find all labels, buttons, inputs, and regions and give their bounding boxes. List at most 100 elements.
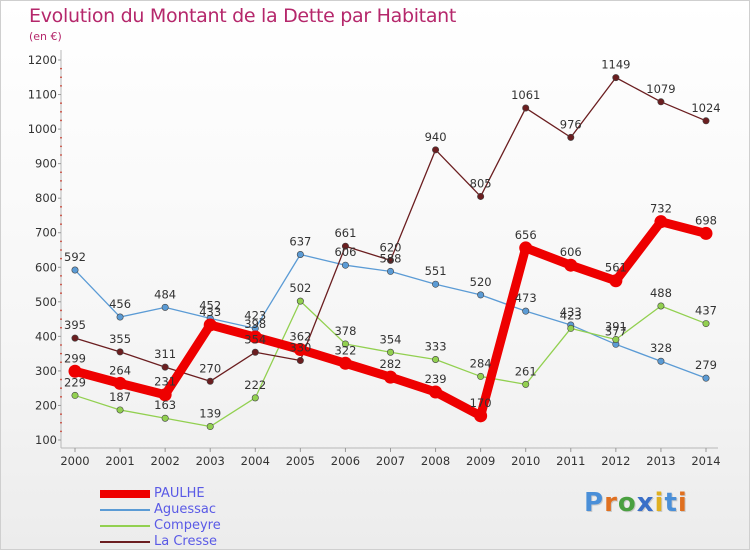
- data-point: [341, 261, 349, 269]
- data-point: [612, 335, 620, 343]
- data-label: 484: [154, 287, 176, 301]
- data-point: [702, 320, 710, 328]
- y-minor-tick: [60, 76, 62, 79]
- x-tick-label: 2014: [691, 454, 720, 468]
- y-minor-tick: [60, 102, 62, 105]
- legend-swatch: [100, 509, 150, 511]
- data-point: [341, 340, 349, 348]
- data-label: 452: [199, 298, 221, 312]
- legend-label: La Cresse: [154, 534, 218, 549]
- data-point: [522, 104, 530, 112]
- data-label: 299: [64, 351, 86, 365]
- data-point: [338, 356, 352, 370]
- data-label: 354: [380, 332, 402, 346]
- data-label: 330: [289, 341, 311, 355]
- data-label: 592: [64, 250, 86, 264]
- data-point: [657, 357, 665, 365]
- data-point: [519, 241, 533, 255]
- data-point: [657, 302, 665, 310]
- data-label: 423: [244, 308, 266, 322]
- data-point: [612, 74, 620, 82]
- data-label: 433: [560, 305, 582, 319]
- y-minor-tick: [60, 154, 62, 156]
- data-label: 488: [650, 286, 672, 300]
- y-minor-tick: [60, 67, 62, 70]
- y-minor-tick: [60, 430, 62, 433]
- x-tick-label: 2004: [241, 454, 270, 468]
- logo-letter: i: [677, 488, 688, 518]
- data-point: [609, 274, 623, 288]
- data-point: [567, 133, 575, 141]
- data-point: [432, 146, 440, 154]
- data-label: 279: [695, 358, 717, 372]
- y-minor-tick: [60, 326, 62, 329]
- data-point: [71, 266, 79, 274]
- data-label: 239: [425, 372, 447, 386]
- y-tick-label: 1000: [28, 122, 57, 136]
- chart-subtitle: (en €): [29, 30, 62, 43]
- data-point: [432, 280, 440, 288]
- data-point: [477, 192, 485, 200]
- data-label: 355: [109, 332, 131, 346]
- data-point: [251, 394, 259, 402]
- y-minor-tick: [60, 292, 62, 295]
- data-label: 354: [244, 332, 266, 346]
- x-tick-label: 2002: [151, 454, 180, 468]
- data-point: [702, 374, 710, 382]
- data-label: 377: [605, 324, 627, 338]
- data-point: [432, 356, 440, 364]
- data-point: [203, 318, 217, 332]
- y-minor-tick: [60, 387, 62, 390]
- data-label: 732: [650, 202, 672, 216]
- y-tick-label: 100: [35, 433, 57, 447]
- data-point: [251, 348, 259, 356]
- data-label: 976: [560, 117, 582, 131]
- x-tick-label: 2000: [60, 454, 89, 468]
- data-label: 1024: [691, 101, 720, 115]
- data-label: 502: [289, 281, 311, 295]
- data-label: 231: [154, 375, 176, 389]
- data-point: [477, 291, 485, 299]
- logo-letter: t: [664, 488, 678, 518]
- data-point: [386, 256, 394, 264]
- y-minor-tick: [60, 361, 62, 364]
- data-point: [341, 242, 349, 250]
- data-point: [296, 297, 304, 305]
- data-point: [702, 117, 710, 125]
- y-minor-tick: [60, 283, 62, 286]
- y-tick-label: 1100: [28, 88, 57, 102]
- data-label: 1149: [601, 58, 630, 72]
- data-label: 551: [425, 264, 447, 278]
- data-point: [116, 406, 124, 414]
- y-minor-tick: [60, 421, 62, 424]
- legend-item: Compeyre: [100, 518, 300, 534]
- y-minor-tick: [60, 171, 62, 174]
- data-label: 139: [199, 407, 221, 421]
- data-point: [161, 363, 169, 371]
- x-tick-label: 2003: [196, 454, 225, 468]
- y-minor-tick: [60, 318, 62, 320]
- y-minor-tick: [60, 352, 62, 355]
- x-tick-label: 2001: [105, 454, 134, 468]
- data-label: 322: [334, 343, 356, 357]
- data-point: [474, 409, 488, 423]
- x-tick-label: 2012: [601, 454, 630, 468]
- y-minor-tick: [60, 223, 62, 225]
- data-point: [116, 313, 124, 321]
- data-label: 473: [515, 291, 537, 305]
- data-label: 620: [380, 240, 402, 254]
- legend-label: Compeyre: [154, 518, 221, 533]
- legend-swatch: [100, 525, 150, 527]
- proxiti-logo: Proxiti: [584, 488, 688, 518]
- data-label: 378: [334, 324, 356, 338]
- data-point: [386, 348, 394, 356]
- y-minor-tick: [60, 275, 62, 277]
- data-label: 170: [470, 396, 492, 410]
- data-point: [71, 334, 79, 342]
- y-minor-tick: [60, 378, 62, 381]
- data-label: 437: [695, 304, 717, 318]
- data-point: [296, 250, 304, 258]
- data-label: 805: [470, 176, 492, 190]
- data-label: 561: [605, 261, 627, 275]
